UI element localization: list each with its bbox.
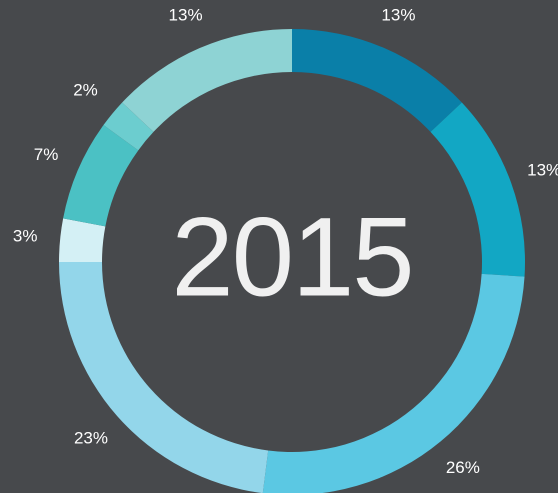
slice-label: 13% xyxy=(527,161,558,180)
donut-slice xyxy=(292,29,462,132)
donut-slice xyxy=(103,102,154,151)
slice-label: 3% xyxy=(13,226,38,245)
donut-slice xyxy=(262,273,525,493)
donut-slice xyxy=(59,218,106,262)
slice-label: 26% xyxy=(446,458,480,477)
donut-slice xyxy=(63,125,139,227)
slice-label: 2% xyxy=(73,81,98,100)
center-label: 2015 xyxy=(171,195,412,320)
slice-label: 7% xyxy=(34,145,59,164)
slice-label: 13% xyxy=(169,6,203,25)
slice-label: 23% xyxy=(74,429,108,448)
slice-label: 13% xyxy=(381,6,415,25)
donut-slice xyxy=(430,102,525,277)
donut-slice xyxy=(59,262,269,493)
donut-slice xyxy=(122,29,293,132)
